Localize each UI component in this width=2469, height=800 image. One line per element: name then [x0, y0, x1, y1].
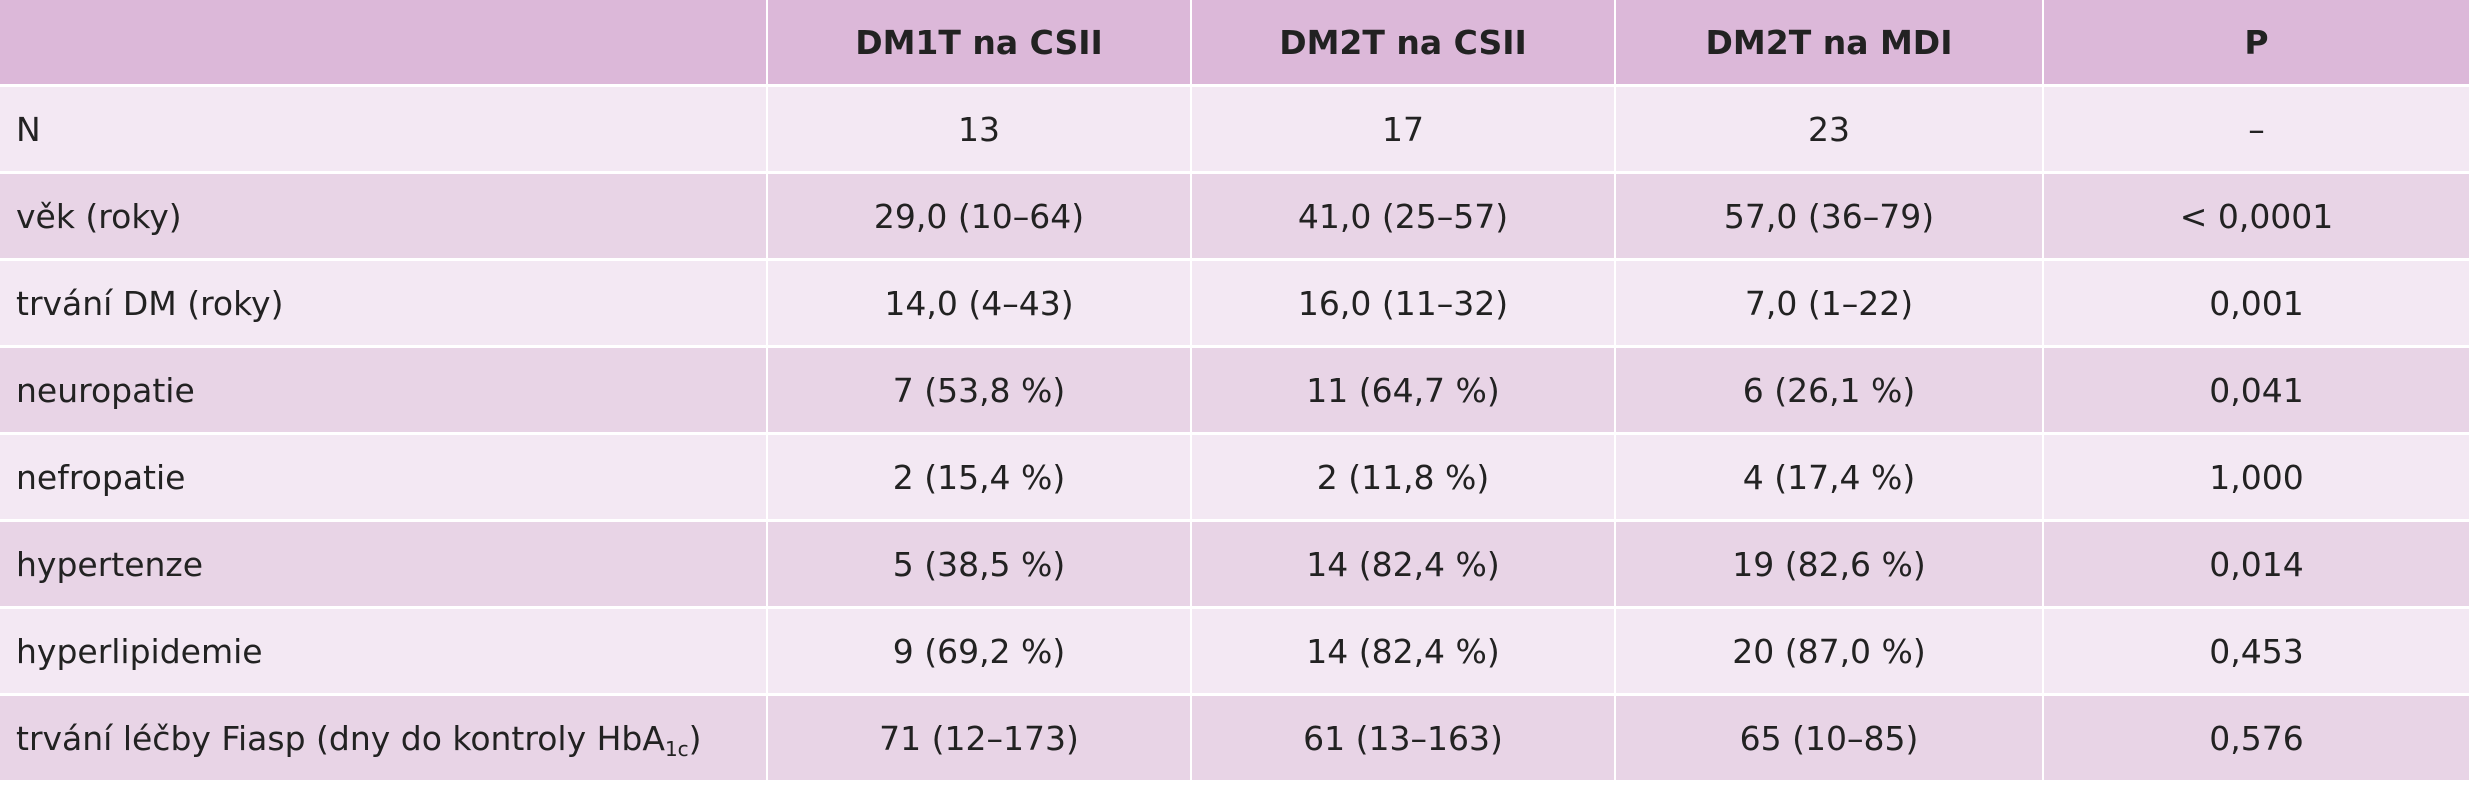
table-cell: 5 (38,5 %)	[768, 519, 1192, 606]
row-label-suffix: )	[688, 718, 702, 758]
table-cell: 14 (82,4 %)	[1192, 606, 1616, 693]
table-row: věk (roky) 29,0 (10–64) 41,0 (25–57) 57,…	[0, 171, 2469, 258]
table-row: nefropatie 2 (15,4 %) 2 (11,8 %) 4 (17,4…	[0, 432, 2469, 519]
table-cell: 0,453	[2044, 606, 2469, 693]
table-cell: 19 (82,6 %)	[1616, 519, 2044, 606]
table-row: trvání DM (roky) 14,0 (4–43) 16,0 (11–32…	[0, 258, 2469, 345]
table-cell: 0,576	[2044, 693, 2469, 783]
header-cell-dm2t-mdi: DM2T na MDI	[1616, 0, 2044, 84]
row-label-subscript: 1c	[664, 736, 689, 761]
table-cell: 14 (82,4 %)	[1192, 519, 1616, 606]
table-row: trvání léčby Fiasp (dny do kontroly HbA1…	[0, 693, 2469, 783]
table-cell: 7 (53,8 %)	[768, 345, 1192, 432]
table-cell: 71 (12–173)	[768, 693, 1192, 783]
table-cell: 23	[1616, 84, 2044, 171]
table-cell: 7,0 (1–22)	[1616, 258, 2044, 345]
table-cell: 0,001	[2044, 258, 2469, 345]
header-cell-p: P	[2044, 0, 2469, 84]
table-cell: 4 (17,4 %)	[1616, 432, 2044, 519]
table-cell: < 0,0001	[2044, 171, 2469, 258]
table-row: N 13 17 23 –	[0, 84, 2469, 171]
table-cell: 11 (64,7 %)	[1192, 345, 1616, 432]
table-cell: 57,0 (36–79)	[1616, 171, 2044, 258]
header-cell-dm2t-csii: DM2T na CSII	[1192, 0, 1616, 84]
header-cell-empty	[0, 0, 768, 84]
table-cell: 9 (69,2 %)	[768, 606, 1192, 693]
row-label: trvání DM (roky)	[0, 258, 768, 345]
row-label: nefropatie	[0, 432, 768, 519]
row-label: trvání léčby Fiasp (dny do kontroly HbA1…	[0, 693, 768, 783]
row-label: hyperlipidemie	[0, 606, 768, 693]
table-cell: 1,000	[2044, 432, 2469, 519]
row-label: věk (roky)	[0, 171, 768, 258]
row-label-text: trvání léčby Fiasp (dny do kontroly HbA	[16, 718, 665, 758]
table-row: hyperlipidemie 9 (69,2 %) 14 (82,4 %) 20…	[0, 606, 2469, 693]
table-cell: 61 (13–163)	[1192, 693, 1616, 783]
table-cell: 20 (87,0 %)	[1616, 606, 2044, 693]
table-cell: 41,0 (25–57)	[1192, 171, 1616, 258]
table-cell: 29,0 (10–64)	[768, 171, 1192, 258]
row-label: neuropatie	[0, 345, 768, 432]
header-cell-dm1t-csii: DM1T na CSII	[768, 0, 1192, 84]
table-cell: –	[2044, 84, 2469, 171]
table-cell: 17	[1192, 84, 1616, 171]
table-cell: 2 (15,4 %)	[768, 432, 1192, 519]
table-row: neuropatie 7 (53,8 %) 11 (64,7 %) 6 (26,…	[0, 345, 2469, 432]
row-label: hypertenze	[0, 519, 768, 606]
table-cell: 13	[768, 84, 1192, 171]
row-label: N	[0, 84, 768, 171]
table-cell: 0,041	[2044, 345, 2469, 432]
table-cell: 0,014	[2044, 519, 2469, 606]
table-cell: 16,0 (11–32)	[1192, 258, 1616, 345]
table-cell: 6 (26,1 %)	[1616, 345, 2044, 432]
table-cell: 14,0 (4–43)	[768, 258, 1192, 345]
data-table: DM1T na CSII DM2T na CSII DM2T na MDI P …	[0, 0, 2469, 783]
header-row: DM1T na CSII DM2T na CSII DM2T na MDI P	[0, 0, 2469, 84]
table-row: hypertenze 5 (38,5 %) 14 (82,4 %) 19 (82…	[0, 519, 2469, 606]
table-cell: 2 (11,8 %)	[1192, 432, 1616, 519]
table-cell: 65 (10–85)	[1616, 693, 2044, 783]
